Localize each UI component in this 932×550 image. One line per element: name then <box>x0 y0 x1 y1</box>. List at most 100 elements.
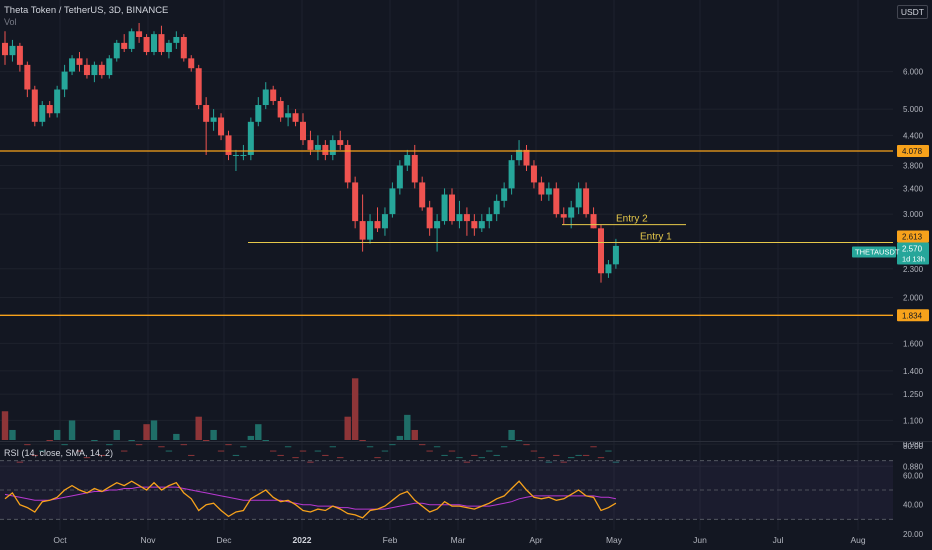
candle-body <box>136 31 143 38</box>
volume-bar <box>225 444 232 446</box>
volume-bar <box>262 440 269 441</box>
price-tick-label: 2.300 <box>903 265 924 274</box>
time-axis-label: Jun <box>693 535 707 545</box>
volume-bars <box>1 378 620 463</box>
time-axis-label: Jul <box>773 535 784 545</box>
price-tick-label: 6.000 <box>903 68 924 77</box>
entry-price-tag-bg <box>897 230 929 243</box>
candle-body <box>434 221 441 229</box>
price-tick-label: 1.250 <box>903 390 924 399</box>
time-axis-label: Oct <box>53 535 67 545</box>
candle-body <box>516 149 523 161</box>
candle-body <box>553 188 560 215</box>
time-axis-label: Feb <box>383 535 398 545</box>
candle-body <box>449 194 455 222</box>
horizontal-levels[interactable]: Entry 2 Entry 1 <box>0 150 893 316</box>
volume-bar <box>232 454 240 456</box>
time-axis-label: Mar <box>451 535 466 545</box>
price-tick-label: 4.400 <box>903 131 924 140</box>
volume-bar <box>113 429 120 440</box>
rsi-indicator-label[interactable]: RSI (14, close, SMA, 14, 2) <box>4 448 114 458</box>
candle-body <box>121 42 128 49</box>
candle-body <box>530 165 537 183</box>
volume-bar <box>486 450 493 452</box>
volume-bar <box>553 454 560 456</box>
volume-bar <box>284 446 292 448</box>
volume-bar <box>210 429 217 440</box>
volume-bar <box>538 457 545 459</box>
candle-body <box>605 264 612 274</box>
volume-bar <box>456 457 463 459</box>
rsi-tick-label: 80.00 <box>903 442 924 451</box>
time-axis-label: Nov <box>140 535 156 545</box>
volume-bar <box>441 454 448 456</box>
support-price-tag: 1.834 <box>902 311 923 320</box>
candle-body <box>218 117 225 136</box>
volume-bar <box>314 450 322 452</box>
candle-body <box>106 58 113 76</box>
candle-body <box>426 207 433 229</box>
rsi-pane <box>0 460 893 520</box>
volume-bar <box>292 457 299 459</box>
candle-body <box>16 45 23 65</box>
candle-body <box>292 113 299 122</box>
rsi-tick-label: 60.00 <box>903 471 924 480</box>
candle-body <box>240 154 247 156</box>
candle-body <box>188 58 195 69</box>
volume-bar <box>202 440 210 441</box>
candle-body <box>560 214 567 218</box>
candle-body <box>568 207 575 218</box>
candle-body <box>165 42 172 53</box>
candle-body <box>359 221 366 240</box>
candle-body <box>91 64 98 76</box>
volume-bar <box>98 454 106 456</box>
candle-body <box>314 144 321 150</box>
candle-body <box>307 140 314 150</box>
entry-1-label: Entry 1 <box>640 232 672 243</box>
volume-bar <box>389 444 396 446</box>
volume-bar <box>590 446 597 448</box>
volume-bar <box>31 454 38 456</box>
candle-body <box>367 221 374 240</box>
currency-button[interactable]: USDT <box>896 5 928 19</box>
candle-body <box>31 89 38 122</box>
time-axis-label: Dec <box>216 535 232 545</box>
volume-bar <box>143 424 150 440</box>
volume-bar <box>508 429 515 440</box>
volume-bar <box>83 457 91 459</box>
candle-body <box>225 135 232 155</box>
current-price-tag-bg <box>897 242 929 265</box>
candle-body <box>270 89 277 102</box>
volume-bar <box>217 450 225 452</box>
volume-bar <box>195 416 202 440</box>
volume-bar <box>366 446 374 448</box>
volume-bar <box>523 444 530 446</box>
candle-body <box>232 154 239 156</box>
candle-body <box>83 64 90 76</box>
volume-bar <box>329 446 336 448</box>
candle-body <box>344 144 351 183</box>
candle-body <box>255 105 262 122</box>
pane-separator[interactable] <box>0 441 932 442</box>
volume-bar <box>597 457 605 459</box>
price-tick-label: 3.400 <box>903 184 924 193</box>
volume-bar <box>426 450 433 452</box>
volume-bar <box>359 440 366 441</box>
volume-bar <box>106 444 113 446</box>
candle-body <box>337 140 344 145</box>
price-tick-label: 0.980 <box>903 440 924 449</box>
candle-body <box>471 221 478 229</box>
candle-body <box>322 144 329 155</box>
candle-body <box>300 121 306 141</box>
candle-body <box>463 214 470 222</box>
candle-body <box>411 154 418 183</box>
volume-bar <box>76 450 83 452</box>
volume-bar <box>337 457 344 459</box>
current-price-tag: 2.570 <box>902 245 923 254</box>
rsi-ma-line <box>4 486 616 510</box>
candle-body <box>389 188 396 215</box>
candle-body <box>575 188 582 208</box>
volume-bar <box>419 444 426 446</box>
candle-body <box>61 71 68 90</box>
